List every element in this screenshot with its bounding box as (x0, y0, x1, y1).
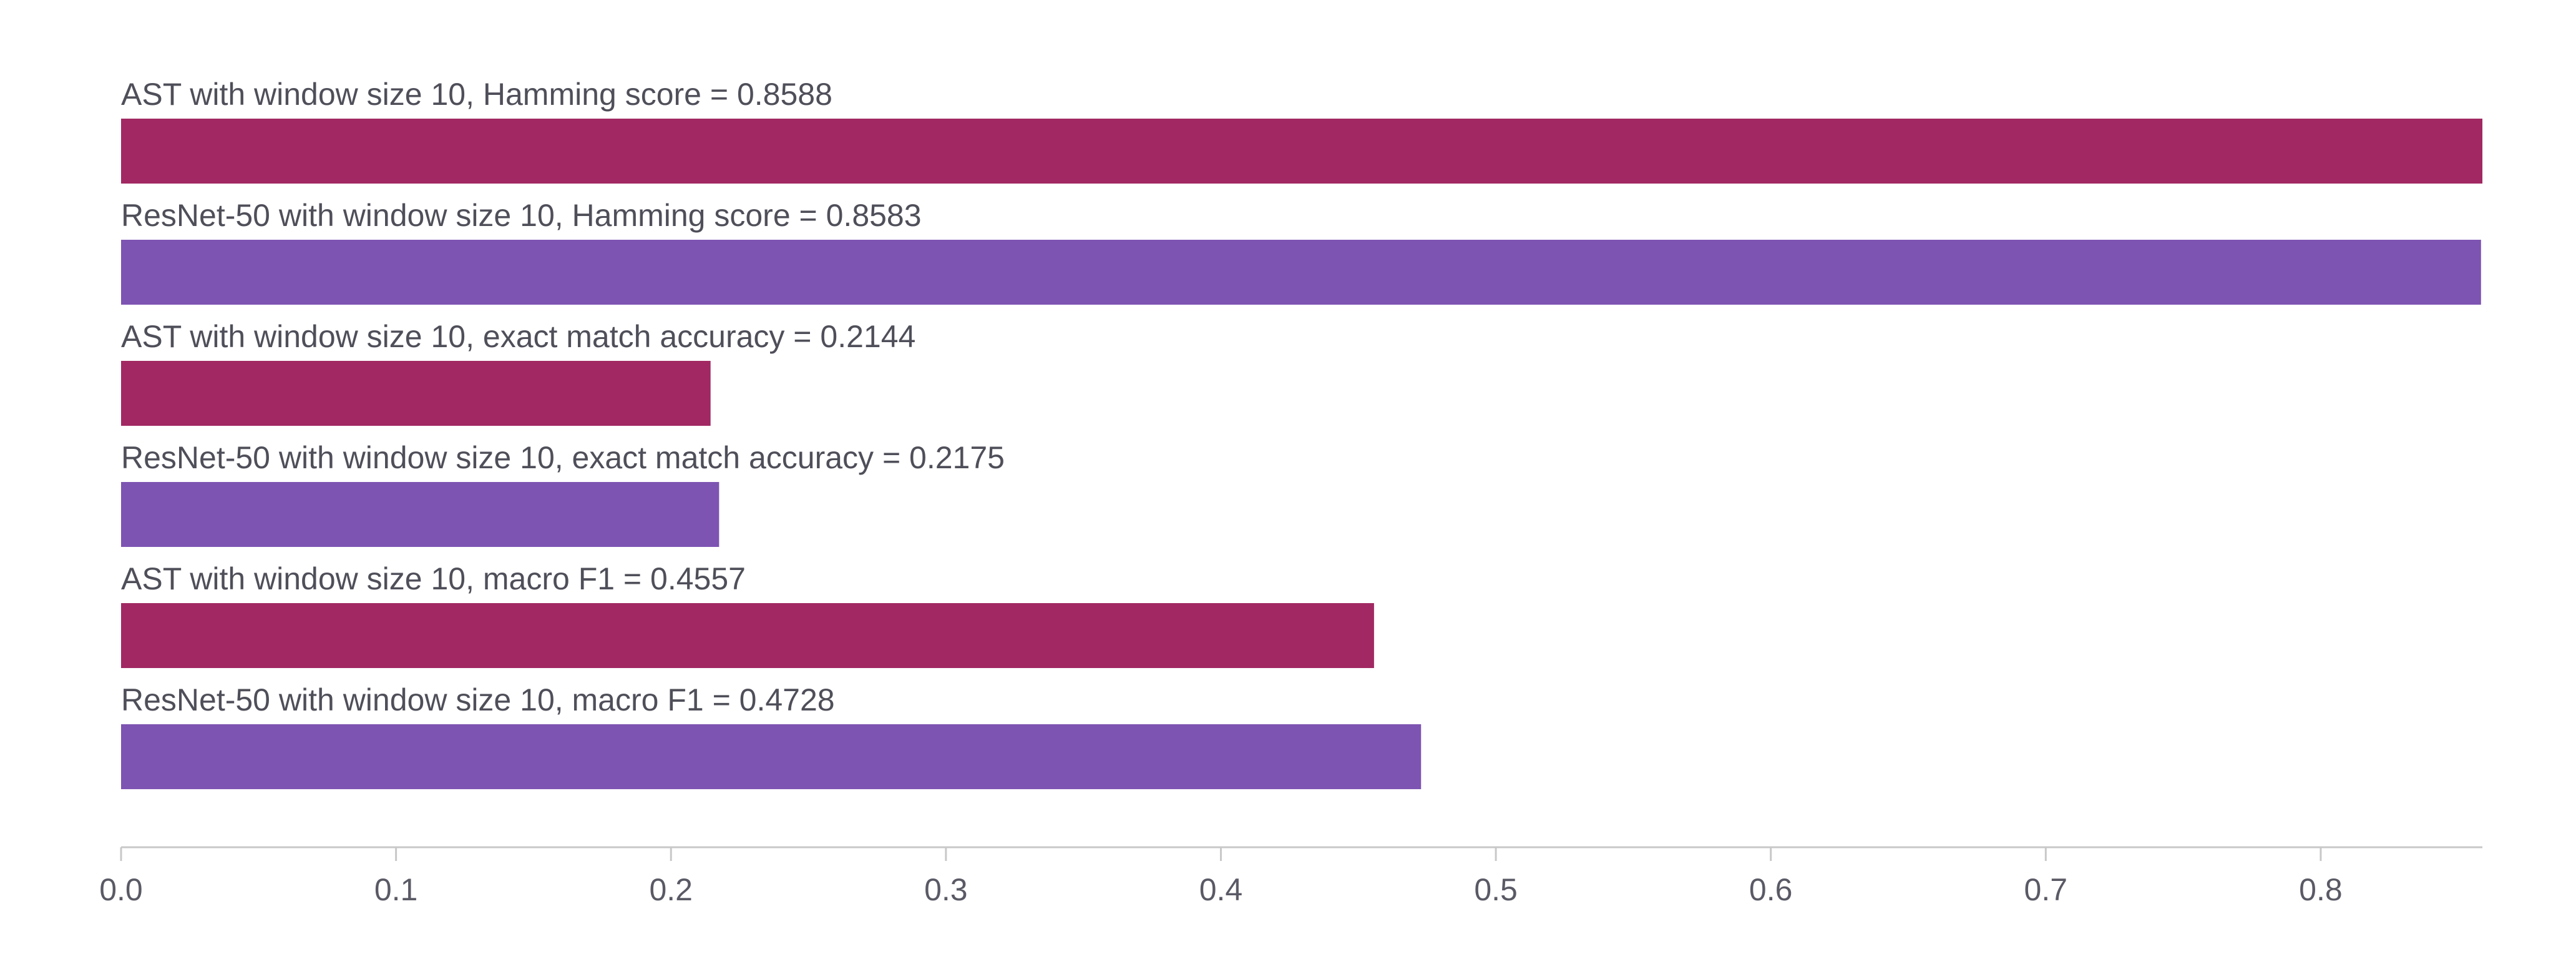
x-tick-label: 0.7 (2024, 872, 2068, 907)
x-tick-label: 0.3 (924, 872, 968, 907)
x-tick-label: 0.1 (374, 872, 418, 907)
x-tick-label: 0.2 (649, 872, 693, 907)
bar (121, 724, 1422, 789)
x-tick-label: 0.8 (2299, 872, 2343, 907)
x-tick-label: 0.6 (1749, 872, 1793, 907)
bars-layer: AST with window size 10, Hamming score =… (121, 77, 2482, 789)
bar (121, 603, 1374, 668)
bar-label: AST with window size 10, Hamming score =… (121, 77, 832, 112)
x-tick-label: 0.4 (1199, 872, 1243, 907)
bar-label: AST with window size 10, macro F1 = 0.45… (121, 561, 746, 596)
x-axis: 0.0 0.1 0.2 0.3 0.4 0.5 0.6 0.7 0.8 (99, 846, 2482, 907)
x-tick-label: 0.0 (99, 872, 143, 907)
bar (121, 482, 720, 547)
bar (121, 361, 711, 426)
bar (121, 119, 2482, 184)
x-tick-label: 0.5 (1474, 872, 1518, 907)
bar-label: AST with window size 10, exact match acc… (121, 319, 915, 354)
bar-label: ResNet-50 with window size 10, Hamming s… (121, 198, 922, 233)
bar-label: ResNet-50 with window size 10, macro F1 … (121, 682, 835, 717)
bar (121, 240, 2481, 305)
bar-label: ResNet-50 with window size 10, exact mat… (121, 440, 1005, 475)
